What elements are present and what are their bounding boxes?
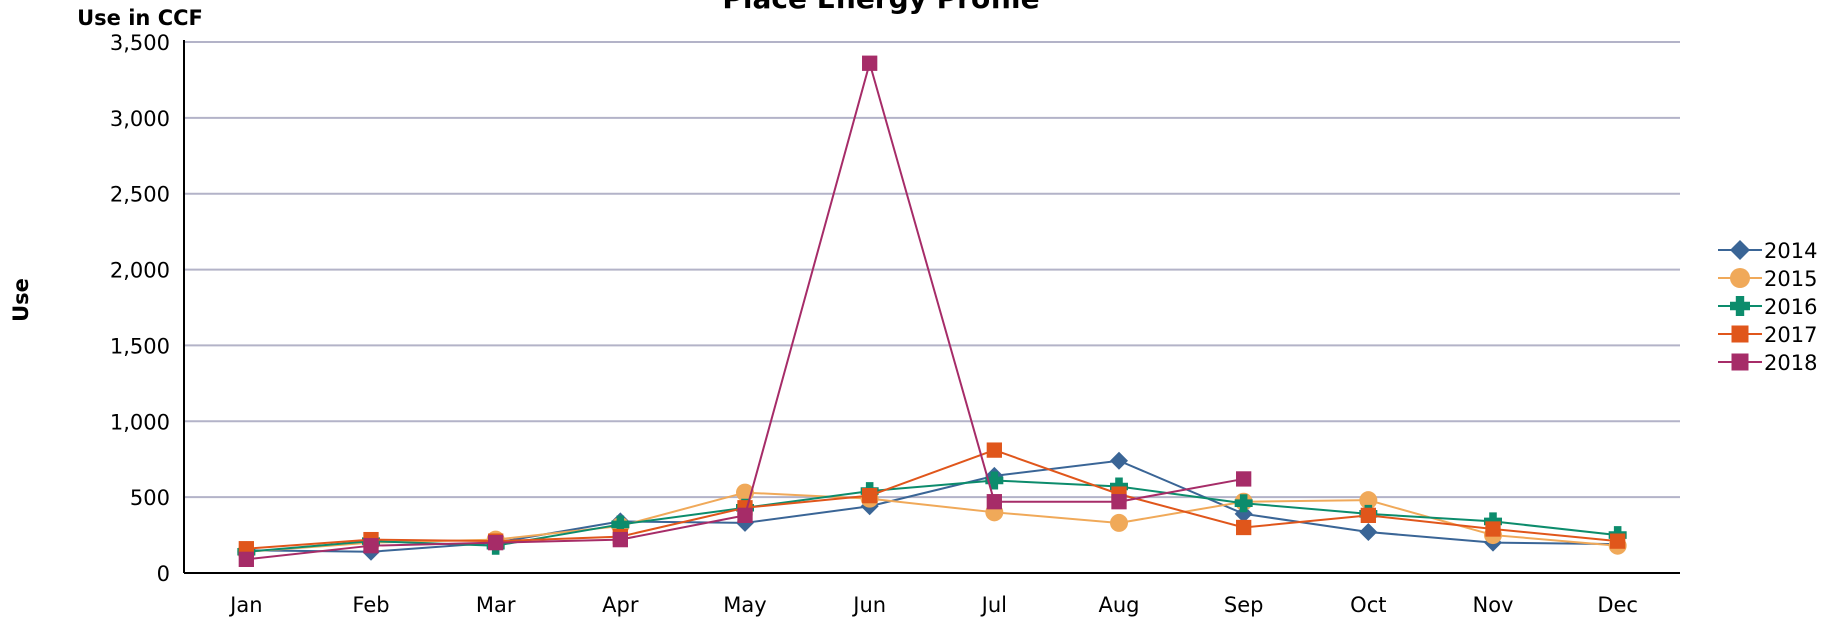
legend-marker-2014 (1730, 240, 1750, 260)
legend-marker-2015 (1730, 268, 1750, 288)
data-point-2017 (862, 487, 878, 504)
x-tick-label: Jun (851, 593, 886, 617)
data-point-2016 (611, 515, 630, 534)
legend-marker-2017 (1731, 325, 1749, 343)
data-point-2018 (488, 535, 504, 551)
legend-marker-2018 (1731, 353, 1749, 371)
data-point-2018 (737, 507, 753, 523)
legend-label: 2016 (1764, 295, 1817, 319)
series-layer (237, 55, 1627, 567)
x-tick-label: Jul (980, 593, 1007, 617)
data-point-2017 (986, 442, 1002, 458)
legend-label: 2017 (1764, 323, 1817, 347)
y-tick-label: 1,500 (110, 334, 170, 358)
legend-label: 2018 (1764, 351, 1817, 375)
data-point-2017 (1485, 521, 1501, 537)
x-tick-label: Dec (1597, 593, 1638, 617)
x-tick-label: Sep (1224, 593, 1264, 617)
data-point-2018 (238, 551, 254, 567)
data-point-2017 (1236, 519, 1252, 536)
data-point-2018 (1236, 471, 1252, 487)
series-2017 (238, 442, 1626, 557)
x-tick-label: Jan (228, 593, 262, 617)
x-tick-label: Nov (1473, 593, 1514, 617)
y-tick-label: 2,500 (110, 183, 170, 207)
data-point-2014 (1110, 451, 1128, 470)
data-point-2018 (862, 55, 878, 71)
x-axis: Jan Feb Mar Apr May Jun Jul Aug Sep Oct Nov Dec (184, 572, 1680, 617)
legend-item-2014: 2014 (1718, 239, 1817, 263)
y-axis-title: Use (9, 278, 33, 322)
data-point-2015 (1359, 491, 1378, 510)
series-line-2017 (246, 449, 1618, 550)
legend-item-2018: 2018 (1718, 351, 1817, 375)
data-point-2018 (1111, 494, 1127, 510)
data-point-2016 (1234, 494, 1253, 513)
y-tick-label: 500 (130, 486, 170, 510)
legend-item-2016: 2016 (1718, 295, 1817, 319)
legend-label: 2014 (1764, 239, 1817, 263)
data-point-2018 (363, 538, 379, 554)
x-tick-label: Aug (1098, 593, 1139, 617)
data-point-2016 (985, 471, 1004, 490)
y-tick-label: 3,500 (110, 31, 170, 55)
series-2015 (237, 483, 1627, 561)
legend-item-2015: 2015 (1718, 267, 1817, 291)
y-tick-label: 0 (157, 562, 170, 586)
legend-item-2017: 2017 (1718, 323, 1817, 347)
y-tick-label: 2,000 (110, 259, 170, 283)
legend-marker-2016 (1730, 296, 1750, 316)
series-2018 (238, 55, 1252, 567)
x-tick-label: May (723, 593, 766, 617)
x-tick-label: Oct (1350, 593, 1386, 617)
y-axis: 0 500 1,000 1,500 2,000 2,500 3,000 3,500 (110, 31, 185, 586)
y-tick-label: 3,000 (110, 107, 170, 131)
grid-layer (184, 41, 1680, 499)
series-line-2016 (246, 479, 1618, 553)
data-point-2017 (1610, 533, 1626, 549)
legend: 2014 2015 2016 2017 2018 (1718, 239, 1817, 375)
unit-label: Use in CCF (77, 6, 203, 30)
x-tick-label: Feb (352, 593, 389, 617)
legend-label: 2015 (1764, 267, 1817, 291)
data-point-2018 (986, 494, 1002, 510)
data-point-2018 (612, 531, 628, 548)
chart-title: Place Energy Profile (722, 0, 1039, 15)
y-tick-label: 1,000 (110, 410, 170, 434)
x-tick-label: Apr (602, 593, 639, 617)
series-2016 (237, 471, 1627, 561)
data-point-2014 (1359, 523, 1378, 542)
data-point-2015 (1110, 513, 1128, 532)
x-tick-label: Mar (476, 593, 516, 617)
data-point-2017 (1360, 507, 1376, 523)
